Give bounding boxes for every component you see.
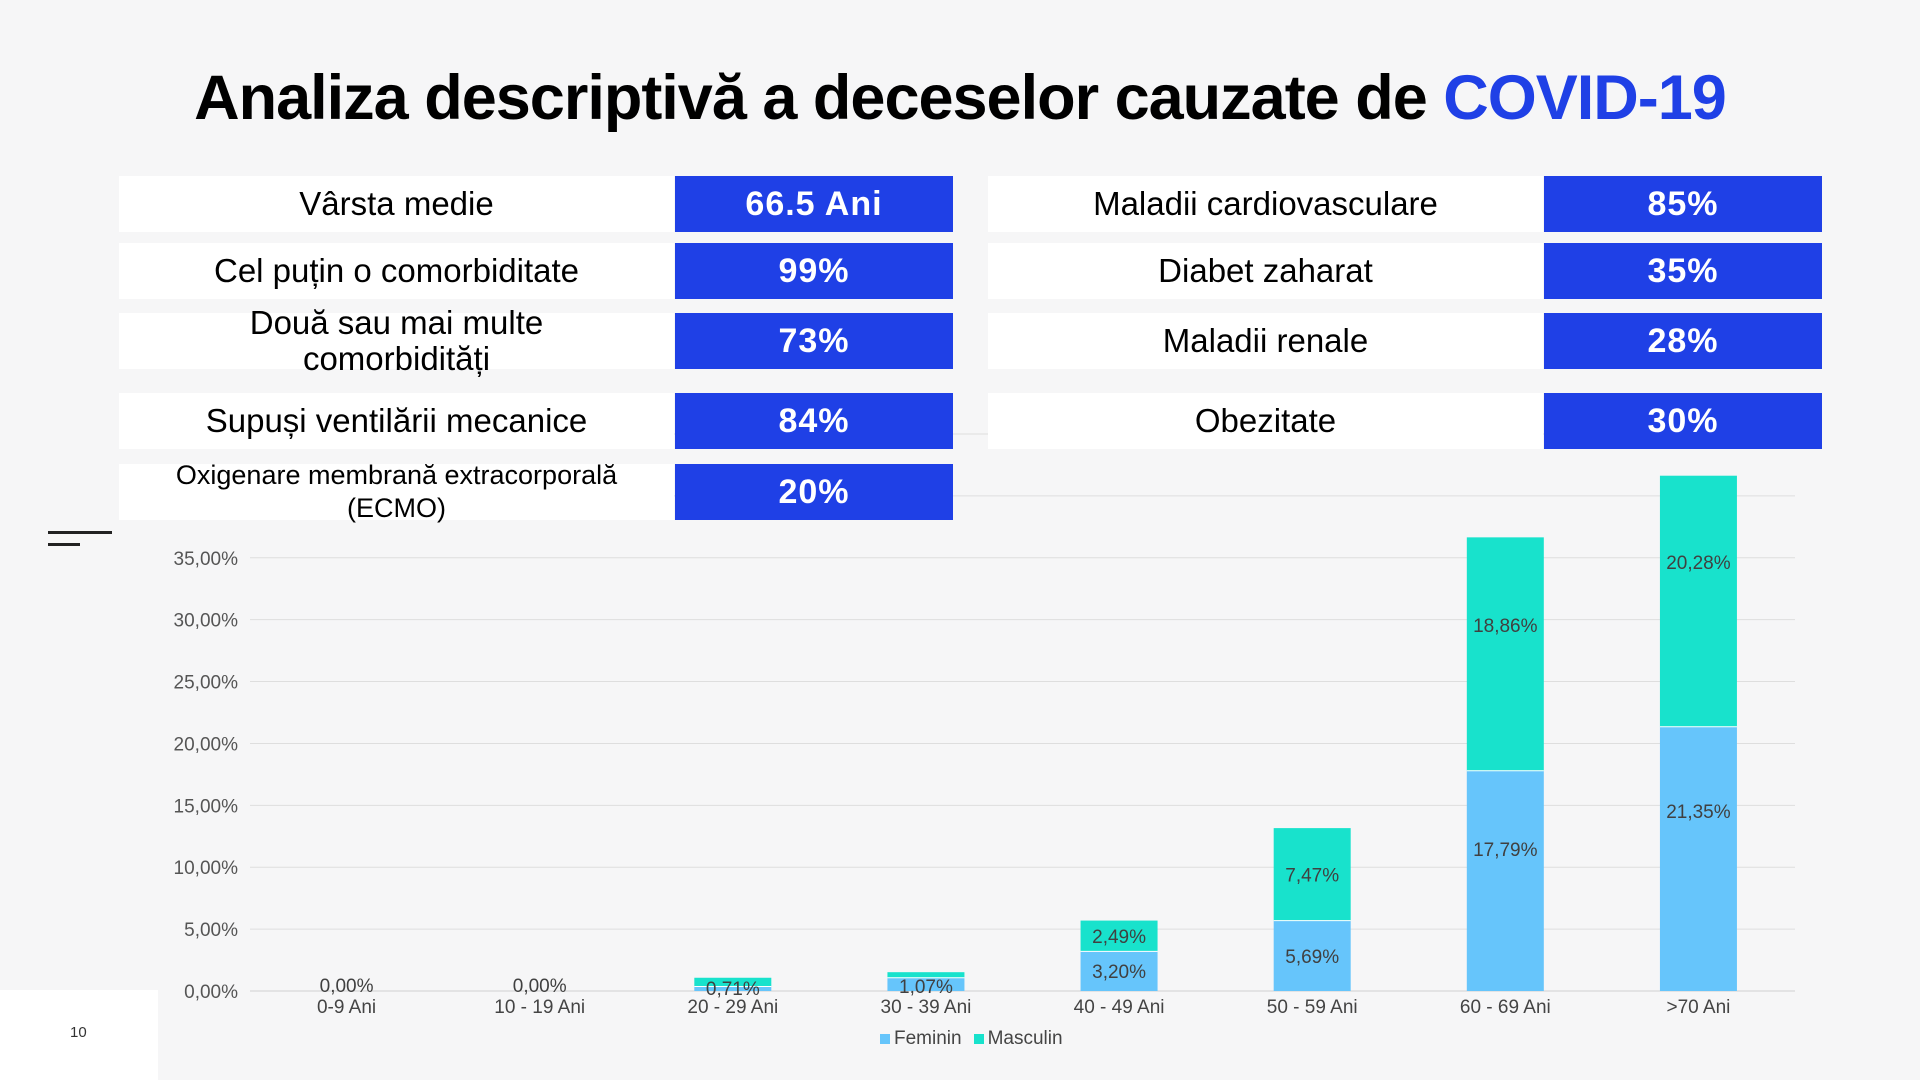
stat-label: Maladii cardiovasculare xyxy=(988,176,1543,232)
legend-swatch xyxy=(973,1034,984,1044)
data-label-feminin: 3,20% xyxy=(1092,962,1146,983)
x-category-label: >70 Ani xyxy=(1666,997,1730,1018)
bar-feminin xyxy=(1466,770,1544,991)
data-label-masculin: 2,49% xyxy=(1092,927,1146,948)
stat-label: Maladii renale xyxy=(988,313,1543,369)
legend-swatch xyxy=(880,1034,890,1044)
page-number: 10 xyxy=(70,1024,87,1041)
y-tick-label: 10,00% xyxy=(174,858,239,879)
chart-legend: Feminin Masculin xyxy=(880,1028,1075,1050)
bar-masculin xyxy=(1466,537,1544,771)
x-category-label: 60 - 69 Ani xyxy=(1460,997,1551,1018)
x-category-label: 40 - 49 Ani xyxy=(1074,997,1165,1018)
x-category-label: 20 - 29 Ani xyxy=(687,997,778,1018)
title-text: Analiza descriptivă a deceselor cauzate … xyxy=(194,63,1444,133)
stat-value: 73% xyxy=(675,313,953,369)
bar-masculin xyxy=(694,977,772,987)
data-label-feminin: 0,00% xyxy=(320,976,374,997)
bar-masculin xyxy=(1080,920,1158,952)
y-tick-label: 0,00% xyxy=(184,982,238,1003)
bar-feminin xyxy=(1659,726,1737,991)
legend-item-masculin: Masculin xyxy=(973,1028,1063,1050)
stat-value: 85% xyxy=(1544,176,1822,232)
bar-feminin xyxy=(1080,951,1158,991)
stat-value: 66.5 Ani xyxy=(675,176,953,232)
bar-feminin xyxy=(1273,920,1351,991)
y-tick-label: 5,00% xyxy=(184,920,238,941)
stat-label: Supuși ventilării mecanice xyxy=(119,393,674,449)
stat-value: 20% xyxy=(675,464,953,520)
x-category-label: 30 - 39 Ani xyxy=(881,997,972,1018)
y-tick-label: 20,00% xyxy=(174,734,239,755)
bar-masculin xyxy=(1273,828,1351,921)
stat-label: Cel puțin o comorbiditate xyxy=(119,243,674,299)
bar-feminin xyxy=(887,977,965,991)
stat-label: Două sau mai multe comorbidități xyxy=(119,305,674,377)
legend-item-feminin: Feminin xyxy=(880,1028,962,1050)
bar-feminin xyxy=(694,986,772,991)
data-label-masculin: 18,86% xyxy=(1473,616,1538,637)
legend-label: Feminin xyxy=(894,1028,962,1049)
y-tick-label: 25,00% xyxy=(174,673,239,694)
y-tick-label: 30,00% xyxy=(174,611,239,632)
title-accent: COVID-19 xyxy=(1443,63,1727,133)
x-category-label: 50 - 59 Ani xyxy=(1267,997,1358,1018)
decor-dash xyxy=(48,531,112,534)
stat-label: Vârsta medie xyxy=(119,176,674,232)
data-label-feminin: 1,07% xyxy=(899,977,953,998)
data-label-feminin: 0,00% xyxy=(513,976,567,997)
bar-masculin xyxy=(1659,475,1737,727)
x-category-label: 10 - 19 Ani xyxy=(494,997,585,1018)
data-label-masculin: 20,28% xyxy=(1666,553,1731,574)
data-label-masculin: 7,47% xyxy=(1285,865,1339,886)
data-label-masculin: 0,71% xyxy=(706,979,760,1000)
stat-value: 30% xyxy=(1544,393,1822,449)
y-tick-label: 35,00% xyxy=(174,549,239,570)
stat-value: 35% xyxy=(1544,243,1822,299)
stat-label: Oxigenare membrană extracorporală (ECMO) xyxy=(119,460,674,523)
x-category-label: 0-9 Ani xyxy=(317,997,376,1018)
stat-label: Diabet zaharat xyxy=(988,243,1543,299)
data-label-feminin: 17,79% xyxy=(1473,840,1538,861)
stat-value: 28% xyxy=(1544,313,1822,369)
page-title: Analiza descriptivă a deceselor cauzate … xyxy=(0,62,1920,134)
data-label-feminin: 5,69% xyxy=(1285,947,1339,968)
decor-dash xyxy=(48,543,80,546)
y-tick-label: 15,00% xyxy=(174,796,239,817)
data-label-feminin: 21,35% xyxy=(1666,802,1731,823)
stat-label: Obezitate xyxy=(988,393,1543,449)
stat-value: 84% xyxy=(675,393,953,449)
bar-masculin xyxy=(887,972,965,978)
footer-panel xyxy=(0,990,158,1080)
stat-value: 99% xyxy=(675,243,953,299)
legend-label: Masculin xyxy=(987,1028,1063,1049)
